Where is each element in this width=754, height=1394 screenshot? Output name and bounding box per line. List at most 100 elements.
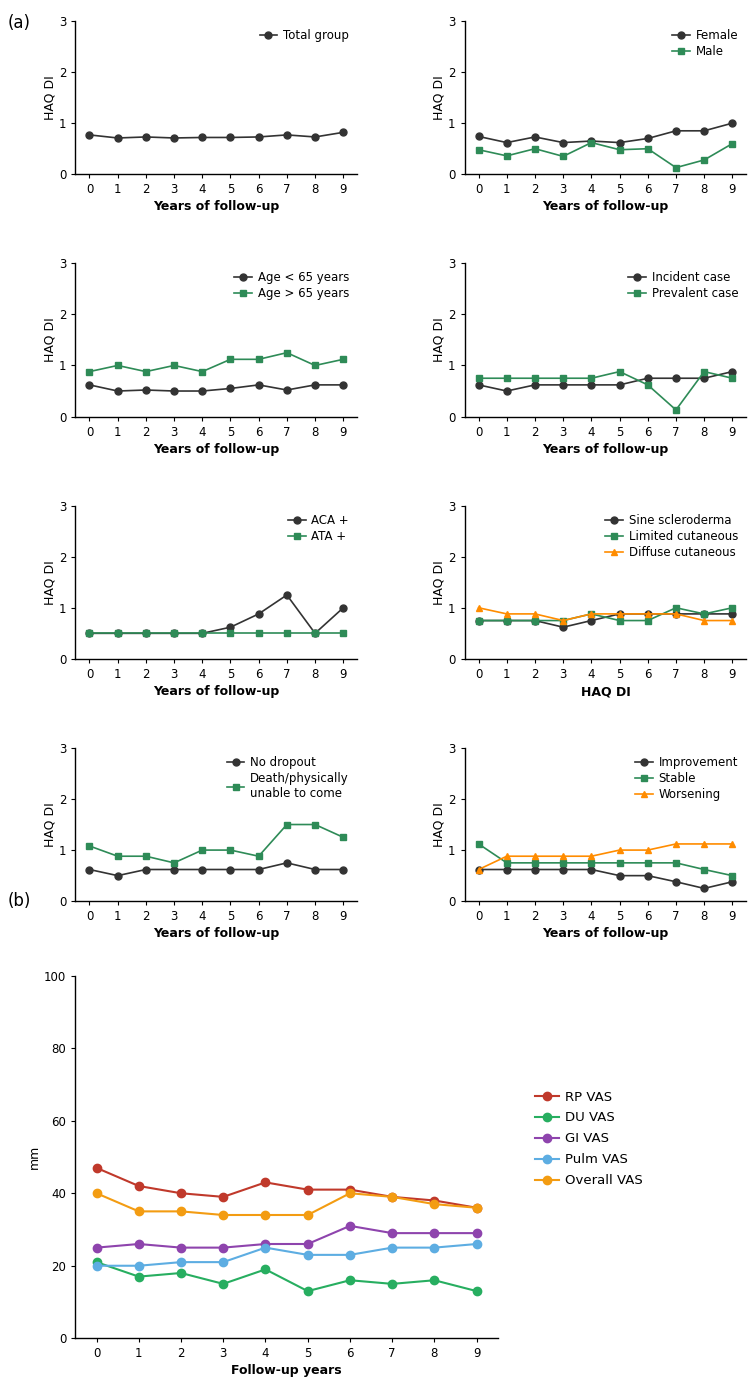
X-axis label: Years of follow-up: Years of follow-up — [542, 927, 669, 941]
DU VAS — [472, 1282, 481, 1299]
Line: ATA +: ATA + — [86, 630, 347, 637]
Y-axis label: mm: mm — [29, 1144, 41, 1170]
Death/physically
unable to come — [113, 848, 122, 864]
Y-axis label: HAQ DI: HAQ DI — [432, 560, 445, 605]
Pulm VAS — [345, 1246, 354, 1263]
ATA + — [254, 625, 263, 641]
Death/physically
unable to come — [339, 829, 348, 846]
Line: Age < 65 years: Age < 65 years — [86, 382, 347, 395]
Legend: Incident case, Prevalent case: Incident case, Prevalent case — [626, 269, 740, 302]
GI VAS — [345, 1217, 354, 1234]
Male — [587, 134, 596, 151]
Male — [502, 148, 511, 164]
Prevalent case — [531, 369, 540, 386]
Line: ACA +: ACA + — [86, 591, 347, 637]
Limited cutaneous — [728, 599, 737, 616]
ATA + — [113, 625, 122, 641]
X-axis label: Years of follow-up: Years of follow-up — [153, 201, 280, 213]
GI VAS — [388, 1225, 397, 1242]
Legend: No dropout, Death/physically
unable to come: No dropout, Death/physically unable to c… — [225, 754, 351, 803]
DU VAS — [430, 1271, 439, 1288]
Stable — [587, 855, 596, 871]
Stable — [474, 835, 483, 852]
Prevalent case — [559, 369, 568, 386]
GI VAS — [472, 1225, 481, 1242]
Worsening — [615, 842, 624, 859]
No dropout — [198, 861, 207, 878]
Age < 65 years — [141, 382, 150, 399]
Overall VAS — [134, 1203, 143, 1220]
Stable — [615, 855, 624, 871]
Worsening — [700, 835, 709, 852]
Female — [672, 123, 681, 139]
Diffuse cutaneous — [559, 612, 568, 629]
GI VAS — [134, 1235, 143, 1252]
Limited cutaneous — [502, 612, 511, 629]
Age > 65 years — [339, 351, 348, 368]
Total group — [141, 128, 150, 145]
ACA + — [170, 625, 179, 641]
Worsening — [559, 848, 568, 864]
RP VAS — [430, 1192, 439, 1209]
Pulm VAS — [92, 1257, 101, 1274]
Sine scleroderma — [531, 612, 540, 629]
Line: Diffuse cutaneous: Diffuse cutaneous — [475, 604, 736, 625]
ATA + — [170, 625, 179, 641]
Sine scleroderma — [615, 605, 624, 622]
Incident case — [643, 369, 652, 386]
Age < 65 years — [198, 383, 207, 400]
Worsening — [728, 835, 737, 852]
DU VAS — [303, 1282, 312, 1299]
Sine scleroderma — [672, 605, 681, 622]
ATA + — [85, 625, 94, 641]
Male — [474, 141, 483, 158]
RP VAS — [134, 1178, 143, 1195]
ATA + — [198, 625, 207, 641]
Sine scleroderma — [502, 612, 511, 629]
Limited cutaneous — [672, 599, 681, 616]
Line: Prevalent case: Prevalent case — [475, 368, 736, 414]
Sine scleroderma — [587, 612, 596, 629]
Improvement — [502, 861, 511, 878]
ACA + — [339, 599, 348, 616]
ACA + — [141, 625, 150, 641]
Legend: Sine scleroderma, Limited cutaneous, Diffuse cutaneous: Sine scleroderma, Limited cutaneous, Dif… — [603, 512, 740, 560]
ATA + — [141, 625, 150, 641]
Worsening — [587, 848, 596, 864]
Overall VAS — [345, 1185, 354, 1202]
RP VAS — [219, 1189, 228, 1206]
Age < 65 years — [170, 383, 179, 400]
Age < 65 years — [85, 376, 94, 393]
Male — [672, 159, 681, 176]
Line: Improvement: Improvement — [475, 866, 736, 892]
RP VAS — [176, 1185, 185, 1202]
DU VAS — [134, 1269, 143, 1285]
Age < 65 years — [254, 376, 263, 393]
Male — [615, 141, 624, 158]
Overall VAS — [261, 1207, 270, 1224]
Limited cutaneous — [700, 605, 709, 622]
Y-axis label: HAQ DI: HAQ DI — [43, 75, 56, 120]
Improvement — [474, 861, 483, 878]
ATA + — [311, 625, 320, 641]
Age > 65 years — [113, 357, 122, 374]
No dropout — [141, 861, 150, 878]
Line: Overall VAS: Overall VAS — [92, 1189, 481, 1220]
RP VAS — [92, 1160, 101, 1177]
Total group — [282, 127, 291, 144]
Pulm VAS — [219, 1253, 228, 1270]
No dropout — [282, 855, 291, 871]
Prevalent case — [474, 369, 483, 386]
Female — [559, 134, 568, 151]
Age > 65 years — [85, 364, 94, 381]
No dropout — [254, 861, 263, 878]
Death/physically
unable to come — [282, 815, 291, 832]
Limited cutaneous — [559, 612, 568, 629]
Sine scleroderma — [559, 619, 568, 636]
Death/physically
unable to come — [141, 848, 150, 864]
Improvement — [615, 867, 624, 884]
X-axis label: Years of follow-up: Years of follow-up — [153, 684, 280, 698]
No dropout — [339, 861, 348, 878]
Pulm VAS — [176, 1253, 185, 1270]
ACA + — [254, 605, 263, 622]
